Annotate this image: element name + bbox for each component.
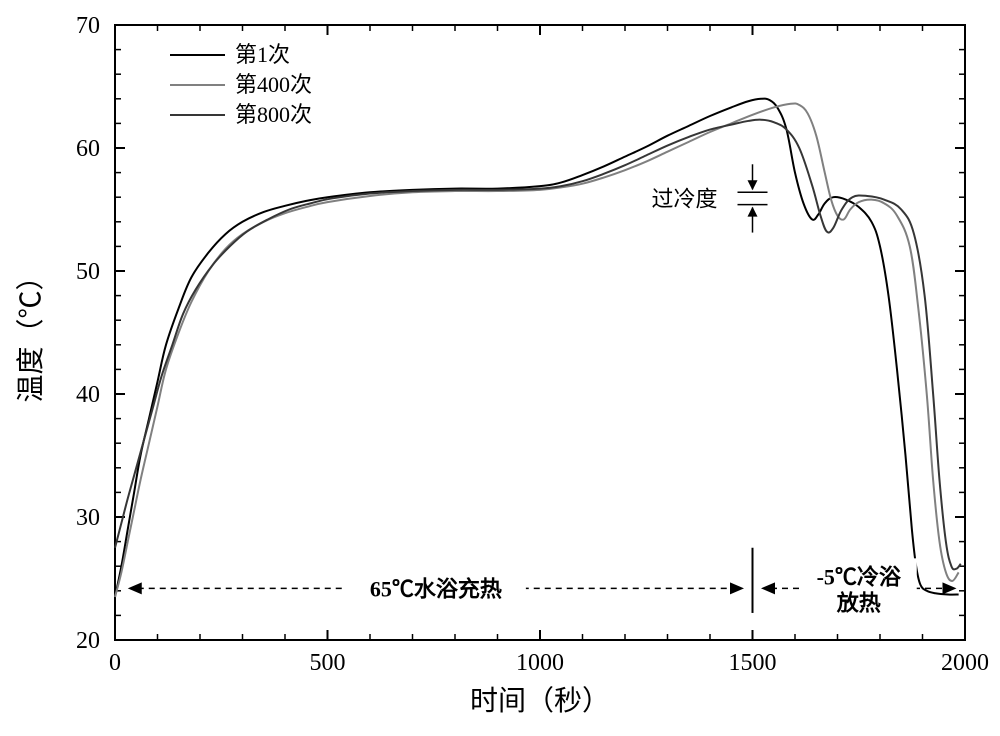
x-tick-label: 2000 — [941, 650, 989, 676]
legend-label: 第400次 — [235, 72, 312, 97]
y-axis-label: 温度（℃） — [15, 262, 47, 402]
temperature-time-chart: 0 500 1000 1500 2000 20 30 40 50 60 70 时间（秒） 温度（℃） 第1… — [0, 0, 1000, 736]
y-tick-label: 20 — [76, 628, 100, 654]
cooling-phase-label-1: -5℃冷浴 — [817, 564, 902, 589]
x-tick-label: 1500 — [729, 650, 777, 676]
cooling-phase-label-2: 放热 — [836, 590, 881, 615]
chart-container: 0 500 1000 1500 2000 20 30 40 50 60 70 时间（秒） 温度（℃） 第1… — [0, 0, 1000, 736]
legend-label: 第1次 — [235, 42, 290, 67]
series-cycle400 — [115, 103, 959, 597]
y-tick-label: 40 — [76, 382, 100, 408]
x-tick-label: 500 — [310, 650, 346, 676]
y-tick-label: 30 — [76, 505, 100, 531]
supercool-label: 过冷度 — [651, 186, 717, 211]
y-tick-label: 50 — [76, 259, 100, 285]
legend-label: 第800次 — [235, 102, 312, 127]
series-cycle1 — [115, 99, 959, 597]
x-tick-label: 1000 — [516, 650, 564, 676]
y-tick-label: 60 — [76, 136, 100, 162]
x-tick-label: 0 — [109, 650, 121, 676]
heating-phase-label: 65℃水浴充热 — [370, 576, 502, 601]
y-tick-label: 70 — [76, 13, 100, 39]
x-axis-label: 时间（秒） — [470, 685, 610, 717]
